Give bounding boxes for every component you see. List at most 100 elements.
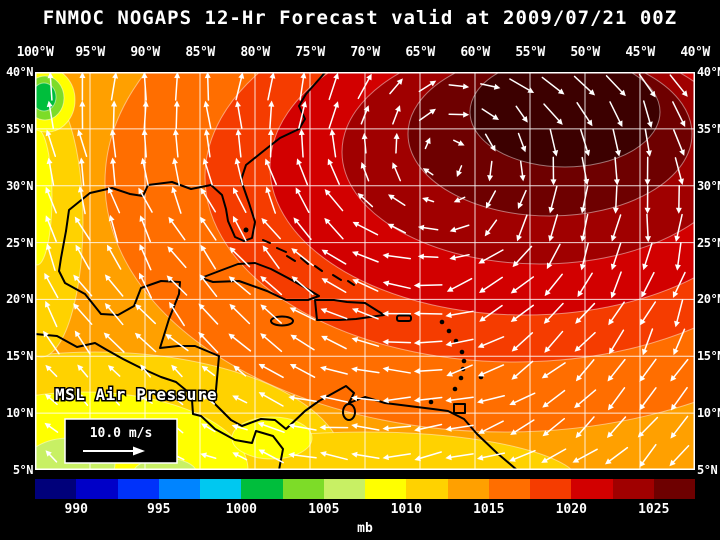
wind-arrow	[477, 336, 505, 349]
wind-arrow	[388, 194, 406, 206]
colorbar-segment	[241, 479, 283, 499]
wind-arrow	[642, 242, 653, 271]
wind-arrow	[329, 129, 337, 158]
wind-arrow	[201, 394, 216, 405]
colorbar-segment	[530, 479, 572, 499]
wind-scale-legend: 10.0 m/s	[64, 418, 178, 464]
wind-arrow	[74, 216, 91, 241]
wind-arrow	[110, 157, 117, 187]
wind-arrow	[200, 187, 217, 213]
wind-arrow	[639, 443, 657, 468]
lat-tick-label: 40°N	[6, 65, 33, 79]
wind-arrow	[453, 139, 465, 146]
wind-arrow	[446, 364, 473, 377]
wind-arrow	[79, 72, 86, 101]
wind-arrow	[382, 396, 412, 404]
colorbar-segment	[447, 479, 489, 499]
wind-arrow	[296, 158, 309, 186]
wind-arrow	[352, 279, 379, 292]
wind-arrow	[672, 271, 686, 298]
wind-arrow	[46, 100, 55, 130]
lat-tick-label: 15°N	[697, 349, 720, 364]
lesser-antilles-islands	[243, 227, 484, 405]
wind-arrow	[543, 302, 564, 324]
wind-arrow	[612, 128, 621, 157]
colorbar-tick-label: 995	[147, 502, 171, 517]
colorbar-segment	[365, 479, 407, 499]
colorbar-segment	[158, 479, 200, 499]
wind-arrow	[45, 364, 58, 378]
wind-arrow	[382, 425, 412, 432]
wind-arrow	[579, 242, 589, 271]
wind-arrow	[382, 366, 411, 374]
wind-arrow	[449, 224, 470, 233]
colorbar-segment	[612, 479, 654, 499]
wind-arrow	[674, 213, 683, 242]
wind-arrow	[445, 453, 474, 461]
coastlines	[35, 72, 518, 470]
colorbar-segment	[35, 479, 77, 499]
wind-arrow	[74, 330, 91, 355]
wind-arrow	[542, 417, 566, 437]
wind-arrow	[607, 387, 626, 411]
wind-arrow	[291, 276, 314, 296]
wind-arrow	[613, 156, 620, 186]
wind-arrow	[544, 330, 564, 353]
wind-arrow	[203, 100, 212, 129]
wind-arrow	[265, 186, 277, 214]
coastline-mexico-central-south-america	[58, 230, 518, 470]
wind-arrow	[108, 214, 119, 243]
wind-arrow	[168, 216, 186, 241]
wind-arrow	[108, 393, 121, 406]
wind-arrow	[638, 73, 656, 98]
colorbar-segment	[282, 479, 324, 499]
wind-arrow	[542, 389, 566, 408]
wind-arrow	[417, 224, 439, 231]
wind-arrow	[260, 304, 282, 324]
wind-arrow	[642, 328, 654, 356]
colorbar-tick-label: 1005	[308, 502, 340, 517]
wind-arrow	[232, 395, 248, 404]
wind-arrow	[517, 132, 527, 153]
wind-arrow	[77, 392, 89, 407]
wind-arrow	[669, 445, 690, 467]
wind-arrow	[509, 78, 535, 94]
wind-arrow	[609, 101, 623, 128]
wind-scale-label: 10.0 m/s	[90, 426, 153, 441]
wind-arrow	[235, 100, 243, 130]
wind-scale-arrowhead	[133, 446, 145, 456]
wind-arrow	[328, 101, 339, 129]
wind-arrow	[44, 393, 58, 406]
wind-arrow	[610, 242, 622, 271]
wind-arrow	[201, 423, 216, 433]
wind-arrow	[572, 448, 598, 463]
wind-arrow	[103, 332, 125, 353]
wind-arrow	[612, 185, 619, 214]
wind-arrow	[228, 333, 252, 352]
wind-arrow	[44, 272, 59, 299]
wind-arrow	[171, 364, 183, 378]
wind-arrow	[445, 424, 474, 432]
wind-arrow	[260, 276, 283, 296]
wind-arrow	[541, 76, 565, 95]
field-label: MSL Air Pressure	[55, 385, 217, 404]
wind-arrow	[233, 365, 247, 377]
colorbar-segment	[76, 479, 118, 499]
wind-arrow	[258, 449, 284, 464]
lon-tick-label: 80°W	[240, 45, 270, 60]
wind-arrow	[203, 129, 211, 158]
wind-arrow	[610, 214, 622, 242]
lat-tick-label: 10°N	[6, 406, 33, 421]
wind-arrow	[104, 274, 124, 297]
chart-title: FNMOC NOGAPS 12-Hr Forecast valid at 200…	[42, 7, 678, 29]
lat-tick-label: 25°N	[6, 235, 33, 250]
wind-arrow	[392, 105, 401, 125]
wind-arrow	[382, 280, 411, 290]
wind-arrow	[481, 108, 499, 120]
wind-arrow	[639, 387, 657, 411]
wind-arrow	[141, 128, 148, 158]
wind-arrow	[445, 338, 474, 347]
wind-arrow	[264, 158, 277, 186]
wind-arrow	[267, 72, 276, 101]
wind-arrow	[579, 128, 591, 157]
